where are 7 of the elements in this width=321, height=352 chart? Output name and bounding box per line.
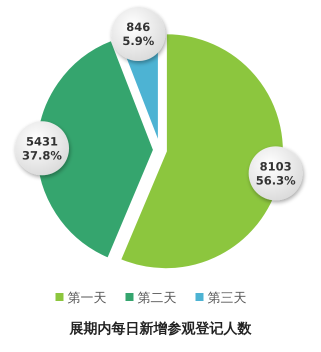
legend-label: 第三天 <box>208 291 246 306</box>
data-label: 5431 37.8% <box>22 134 62 162</box>
data-label: 8103 56.3% <box>256 159 296 188</box>
legend-label: 第一天 <box>68 291 106 306</box>
text: 展期内每日新增参观登记人数 <box>68 320 252 337</box>
data-label: 846 5.9% <box>122 20 155 48</box>
legend-label: 第二天 <box>138 291 176 306</box>
